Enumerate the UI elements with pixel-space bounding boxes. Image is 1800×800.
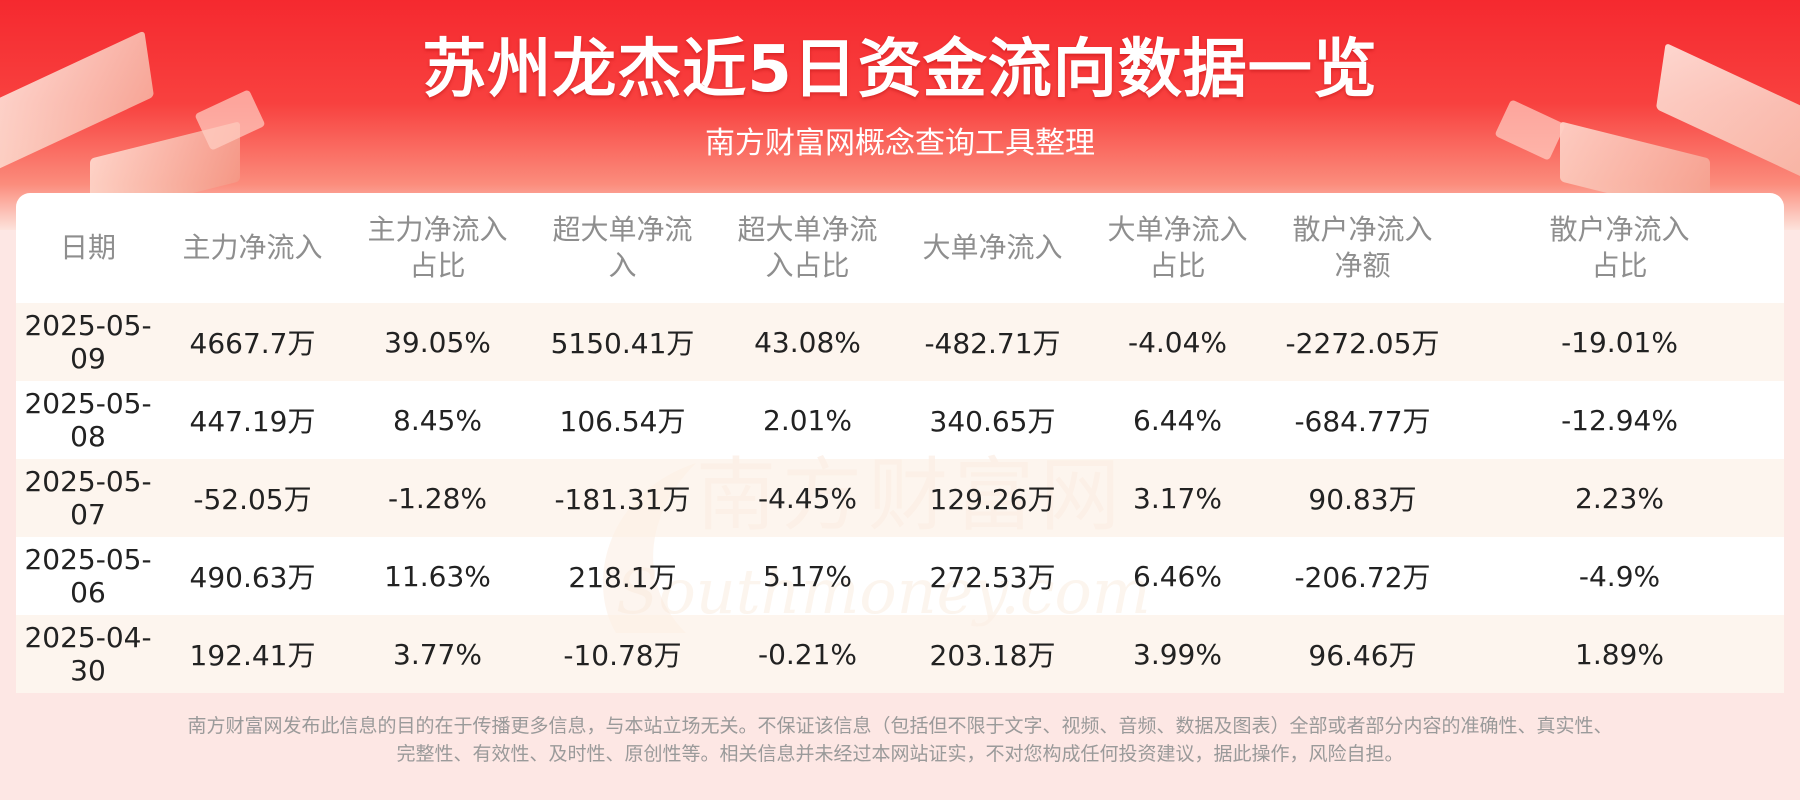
column-header: 主力净流入 占比 [345, 193, 530, 303]
fund-flow-table: 日期 主力净流入 主力净流入 占比 超大单净流入超大单净流 入占比 大单净流入 大单净流入 占比… [16, 193, 1784, 693]
value-cell: -12.94% [1455, 381, 1784, 459]
disclaimer-line-1: 南方财富网发布此信息的目的在于传播更多信息，与本站立场无关。不保证该信息（包括但… [187, 715, 1613, 737]
date-cell: 2025-05-08 [16, 381, 160, 459]
value-cell: -2272.05万 [1270, 303, 1455, 381]
table-header-row: 日期 主力净流入 主力净流入 占比 超大单净流入超大单净流 入占比 大单净流入 大单净流入 占比… [16, 193, 1784, 303]
column-header-line: 大单净流入 [1107, 213, 1248, 246]
column-header-line: 占比 [1149, 249, 1206, 282]
value-cell: -4.9% [1455, 537, 1784, 615]
column-header: 超大单净流入 [530, 193, 715, 303]
column-header-line: 主力净流入 [367, 213, 508, 246]
column-header-line: 超大单净流 [737, 213, 878, 246]
column-header: 散户净流入 净额 [1270, 193, 1455, 303]
table-row: 2025-05-08 447.19万 8.45% 106.54万 2.01% 340.65… [16, 381, 1784, 459]
page-subtitle: 南方财富网概念查询工具整理 [705, 126, 1095, 161]
column-header-line: 占比 [409, 249, 466, 282]
value-cell: 490.63万 [160, 537, 345, 615]
value-cell: -684.77万 [1270, 381, 1455, 459]
header-banner: 苏州龙杰近5日资金流向数据一览 南方财富网概念查询工具整理 [0, 0, 1800, 230]
value-cell: -0.21% [715, 615, 900, 693]
date-cell: 2025-05-07 [16, 459, 160, 537]
value-cell: 6.44% [1085, 381, 1270, 459]
column-header: 散户净流入 占比 [1455, 193, 1784, 303]
value-cell: 447.19万 [160, 381, 345, 459]
value-cell: -10.78万 [530, 615, 715, 693]
value-cell: -52.05万 [160, 459, 345, 537]
value-cell: 218.1万 [530, 537, 715, 615]
date-cell: 2025-05-09 [16, 303, 160, 381]
value-cell: 3.99% [1085, 615, 1270, 693]
value-cell: 39.05% [345, 303, 530, 381]
value-cell: 96.46万 [1270, 615, 1455, 693]
value-cell: 11.63% [345, 537, 530, 615]
column-header: 日期 [16, 193, 160, 303]
column-header: 大单净流入 占比 [1085, 193, 1270, 303]
value-cell: 43.08% [715, 303, 900, 381]
table-body: 2025-05-09 4667.7万 39.05% 5150.41万 43.08% -48… [16, 303, 1784, 693]
value-cell: 192.41万 [160, 615, 345, 693]
column-header: 大单净流入 [900, 193, 1085, 303]
table-row: 2025-05-06 490.63万 11.63% 218.1万 5.17% 272.53… [16, 537, 1784, 615]
value-cell: 2.01% [715, 381, 900, 459]
column-header-line: 日期 [59, 231, 116, 264]
value-cell: 203.18万 [900, 615, 1085, 693]
date-cell: 2025-04-30 [16, 615, 160, 693]
column-header-line: 超大单净流 [552, 213, 693, 246]
page-title: 苏州龙杰近5日资金流向数据一览 [422, 33, 1378, 107]
value-cell: -482.71万 [900, 303, 1085, 381]
value-cell: 340.65万 [900, 381, 1085, 459]
disclaimer-line-2: 完整性、有效性、及时性、原创性等。相关信息并未经过本网站证实，不对您构成任何投资… [396, 743, 1404, 765]
value-cell: -181.31万 [530, 459, 715, 537]
value-cell: 90.83万 [1270, 459, 1455, 537]
column-header: 超大单净流 入占比 [715, 193, 900, 303]
table-row: 2025-05-07 -52.05万 -1.28% -181.31万 -4.45% 129… [16, 459, 1784, 537]
column-header-line: 主力净流入 [182, 231, 323, 264]
value-cell: 2.23% [1455, 459, 1784, 537]
column-header-line: 大单净流入 [922, 231, 1063, 264]
value-cell: 6.46% [1085, 537, 1270, 615]
value-cell: 3.17% [1085, 459, 1270, 537]
value-cell: -206.72万 [1270, 537, 1455, 615]
value-cell: -4.45% [715, 459, 900, 537]
column-header-line: 入 [608, 249, 637, 282]
disclaimer: 南方财富网发布此信息的目的在于传播更多信息，与本站立场无关。不保证该信息（包括但… [40, 712, 1760, 768]
date-cell: 2025-05-06 [16, 537, 160, 615]
value-cell: 8.45% [345, 381, 530, 459]
column-header-line: 净额 [1334, 249, 1391, 282]
column-header: 主力净流入 [160, 193, 345, 303]
column-header-line: 占比 [1591, 249, 1648, 282]
value-cell: 106.54万 [530, 381, 715, 459]
value-cell: -19.01% [1455, 303, 1784, 381]
column-header-line: 散户净流入 [1292, 213, 1433, 246]
value-cell: 129.26万 [900, 459, 1085, 537]
value-cell: 5.17% [715, 537, 900, 615]
value-cell: 5150.41万 [530, 303, 715, 381]
column-header-line: 入占比 [765, 249, 850, 282]
value-cell: -4.04% [1085, 303, 1270, 381]
data-table-card: 南方财富网 Southmoney.com 日期主力净流入主力净流入占比超大单净流… [16, 193, 1784, 693]
table-row: 2025-04-30 192.41万 3.77% -10.78万 -0.21% 203.1… [16, 615, 1784, 693]
table-row: 2025-05-09 4667.7万 39.05% 5150.41万 43.08% -48… [16, 303, 1784, 381]
column-header-line: 散户净流入 [1549, 213, 1690, 246]
value-cell: 1.89% [1455, 615, 1784, 693]
value-cell: -1.28% [345, 459, 530, 537]
value-cell: 4667.7万 [160, 303, 345, 381]
value-cell: 3.77% [345, 615, 530, 693]
value-cell: 272.53万 [900, 537, 1085, 615]
